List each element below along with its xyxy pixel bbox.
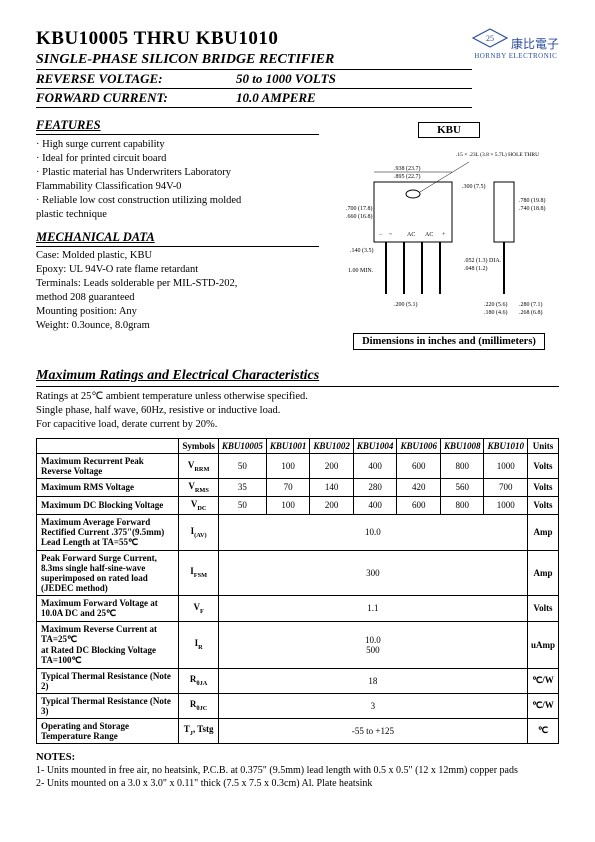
svg-text:.200 (5.1): .200 (5.1) bbox=[394, 301, 418, 308]
features-list: · High surge current capability · Ideal … bbox=[36, 139, 319, 220]
svg-text:.700 (17.8): .700 (17.8) bbox=[346, 205, 373, 212]
list-item: Terminals: Leads solderable per MIL-STD-… bbox=[36, 278, 319, 289]
list-item: Mounting position: Any bbox=[36, 306, 319, 317]
table-row: Maximum DC Blocking Voltage VDC 50100200… bbox=[37, 496, 559, 514]
table-row: Typical Thermal Resistance (Note 3) RθJC… bbox=[37, 693, 559, 718]
table-row: Typical Thermal Resistance (Note 2) RθJA… bbox=[37, 668, 559, 693]
forward-current-label: FORWARD CURRENT: bbox=[36, 90, 236, 106]
table-header-row: Symbols KBU10005 KBU1001 KBU1002 KBU1004… bbox=[37, 439, 559, 454]
list-item: 1- Units mounted in free air, no heatsin… bbox=[36, 765, 559, 776]
list-item: · Ideal for printed circuit board bbox=[36, 153, 319, 164]
table-row: Operating and Storage Temperature Range … bbox=[37, 718, 559, 743]
logo-chinese: 康比電子 bbox=[511, 37, 559, 51]
notes-list: 1- Units mounted in free air, no heatsin… bbox=[36, 765, 559, 789]
dimension-caption: Dimensions in inches and (millimeters) bbox=[353, 333, 545, 350]
notes-heading: NOTES: bbox=[36, 752, 559, 763]
svg-text:1.00 MIN.: 1.00 MIN. bbox=[348, 268, 374, 274]
list-item: Epoxy: UL 94V-O rate flame retardant bbox=[36, 264, 319, 275]
svg-text:.052 (1.3) DIA.: .052 (1.3) DIA. bbox=[464, 257, 502, 264]
list-item: method 208 guaranteed bbox=[36, 292, 319, 303]
table-row: Maximum Recurrent Peak Reverse Voltage V… bbox=[37, 454, 559, 479]
svg-text:.660 (16.8): .660 (16.8) bbox=[346, 213, 373, 220]
list-item: Single phase, half wave, 60Hz, resistive… bbox=[36, 405, 559, 416]
list-item: Flammability Classification 94V-0 bbox=[36, 181, 319, 192]
package-label: KBU bbox=[418, 122, 480, 138]
svg-text:.895 (22.7): .895 (22.7) bbox=[394, 173, 421, 180]
svg-text:.220 (5.6): .220 (5.6) bbox=[484, 301, 508, 308]
list-item: For capacitive load, derate current by 2… bbox=[36, 419, 559, 430]
table-row: Maximum RMS Voltage VRMS 357014028042056… bbox=[37, 479, 559, 497]
logo-english: HORNBY ELECTRONIC bbox=[472, 52, 559, 60]
page-subtitle: SINGLE-PHASE SILICON BRIDGE RECTIFIER bbox=[36, 52, 472, 70]
mechanical-list: Case: Molded plastic, KBU Epoxy: UL 94V-… bbox=[36, 250, 319, 331]
ratings-table: Symbols KBU10005 KBU1001 KBU1002 KBU1004… bbox=[36, 438, 559, 744]
list-item: plastic technique bbox=[36, 209, 319, 220]
svg-text:.180 (4.6): .180 (4.6) bbox=[484, 309, 508, 316]
svg-text:.268 (6.8): .268 (6.8) bbox=[519, 309, 543, 316]
svg-text:~: ~ bbox=[389, 232, 393, 238]
list-item: Case: Molded plastic, KBU bbox=[36, 250, 319, 261]
list-item: Weight: 0.3ounce, 8.0gram bbox=[36, 320, 319, 331]
svg-text:.740 (18.8): .740 (18.8) bbox=[519, 205, 546, 212]
svg-text:.780 (19.8): .780 (19.8) bbox=[519, 197, 546, 204]
table-row: Maximum Reverse Current at TA=25℃ at Rat… bbox=[37, 621, 559, 668]
page-title: KBU10005 THRU KBU1010 bbox=[36, 28, 472, 50]
table-row: Maximum Forward Voltage at 10.0A DC and … bbox=[37, 595, 559, 621]
ratings-conditions: Ratings at 25℃ ambient temperature unles… bbox=[36, 390, 559, 430]
svg-text:.938 (23.7): .938 (23.7) bbox=[394, 165, 421, 172]
list-item: · Reliable low cost construction utilizi… bbox=[36, 195, 319, 206]
svg-text:+: + bbox=[442, 232, 446, 238]
svg-text:.300 (7.5): .300 (7.5) bbox=[462, 183, 486, 190]
reverse-voltage-label: REVERSE VOLTAGE: bbox=[36, 71, 236, 87]
svg-text:.15 × .23L (3.8 × 5.7L) HOLE T: .15 × .23L (3.8 × 5.7L) HOLE THRU bbox=[456, 151, 539, 158]
forward-current-value: 10.0 AMPERE bbox=[236, 90, 316, 106]
svg-text:−: − bbox=[379, 232, 383, 238]
svg-text:.140 (3.5): .140 (3.5) bbox=[350, 247, 374, 254]
mechanical-heading: MECHANICAL DATA bbox=[36, 230, 319, 247]
package-diagram: ~ AC AC + − .938 (23.7) .895 (22.7) .15 … bbox=[344, 144, 554, 324]
table-row: Maximum Average Forward Rectified Curren… bbox=[37, 514, 559, 550]
list-item: · Plastic material has Underwriters Labo… bbox=[36, 167, 319, 178]
svg-text:25: 25 bbox=[486, 34, 494, 43]
table-row: Peak Forward Surge Current, 8.3ms single… bbox=[37, 550, 559, 595]
features-heading: FEATURES bbox=[36, 118, 319, 135]
list-item: 2- Units mounted on a 3.0 x 3.0" x 0.11"… bbox=[36, 778, 559, 789]
company-logo: 25 康比電子 HORNBY ELECTRONIC bbox=[472, 28, 559, 60]
ratings-heading: Maximum Ratings and Electrical Character… bbox=[36, 368, 559, 387]
svg-text:AC: AC bbox=[425, 232, 433, 238]
svg-text:AC: AC bbox=[407, 232, 415, 238]
list-item: Ratings at 25℃ ambient temperature unles… bbox=[36, 390, 559, 402]
list-item: · High surge current capability bbox=[36, 139, 319, 150]
reverse-voltage-value: 50 to 1000 VOLTS bbox=[236, 71, 336, 87]
svg-text:.048 (1.2): .048 (1.2) bbox=[464, 265, 488, 272]
svg-text:.280 (7.1): .280 (7.1) bbox=[519, 301, 543, 308]
